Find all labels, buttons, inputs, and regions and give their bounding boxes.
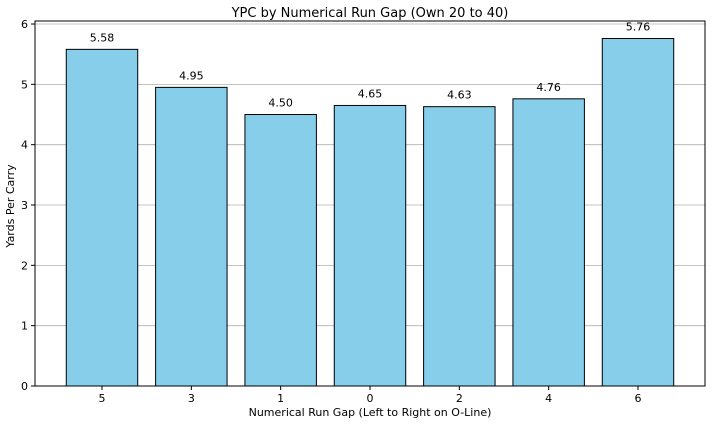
x-tick-label: 6 xyxy=(635,392,642,405)
y-tick-label: 0 xyxy=(21,380,28,393)
x-tick-label: 3 xyxy=(188,392,195,405)
data-label: 4.63 xyxy=(447,89,472,102)
data-label: 5.76 xyxy=(626,20,651,33)
bar-gap-1 xyxy=(244,114,317,387)
y-tick-label: 4 xyxy=(21,139,28,152)
data-label: 4.50 xyxy=(268,97,293,110)
bar-gap-2 xyxy=(423,106,496,387)
data-label: 4.65 xyxy=(358,87,383,100)
y-tick-label: 1 xyxy=(21,320,28,333)
x-tick-label: 4 xyxy=(545,392,552,405)
x-tick-label: 1 xyxy=(277,392,284,405)
y-tick-label: 3 xyxy=(21,199,28,212)
bar-gap-5 xyxy=(65,48,139,387)
bar-gap-3 xyxy=(155,86,228,387)
x-axis-label: Numerical Run Gap (Left to Right on O-Li… xyxy=(249,406,492,419)
x-tick-label: 5 xyxy=(99,392,106,405)
bar-gap-6 xyxy=(601,37,675,387)
data-label: 4.95 xyxy=(179,69,204,82)
x-ticks: 5 3 1 0 2 4 6 xyxy=(99,386,642,405)
y-tick-label: 5 xyxy=(21,78,28,91)
y-axis-label: Yards Per Carry xyxy=(4,164,17,249)
x-tick-label: 0 xyxy=(367,392,374,405)
data-label: 5.58 xyxy=(90,31,115,44)
data-label: 4.76 xyxy=(536,81,561,94)
y-tick-label: 6 xyxy=(21,18,28,31)
y-tick-label: 2 xyxy=(21,259,28,272)
x-tick-label: 2 xyxy=(456,392,463,405)
y-ticks: 0 1 2 3 4 5 6 xyxy=(21,18,35,393)
bars xyxy=(65,37,675,387)
bar-gap-4 xyxy=(512,98,585,387)
chart-title: YPC by Numerical Run Gap (Own 20 to 40) xyxy=(231,6,509,21)
data-labels: 5.58 4.95 4.50 4.65 4.63 4.76 5.76 xyxy=(90,20,651,109)
bar-gap-0 xyxy=(333,104,407,387)
